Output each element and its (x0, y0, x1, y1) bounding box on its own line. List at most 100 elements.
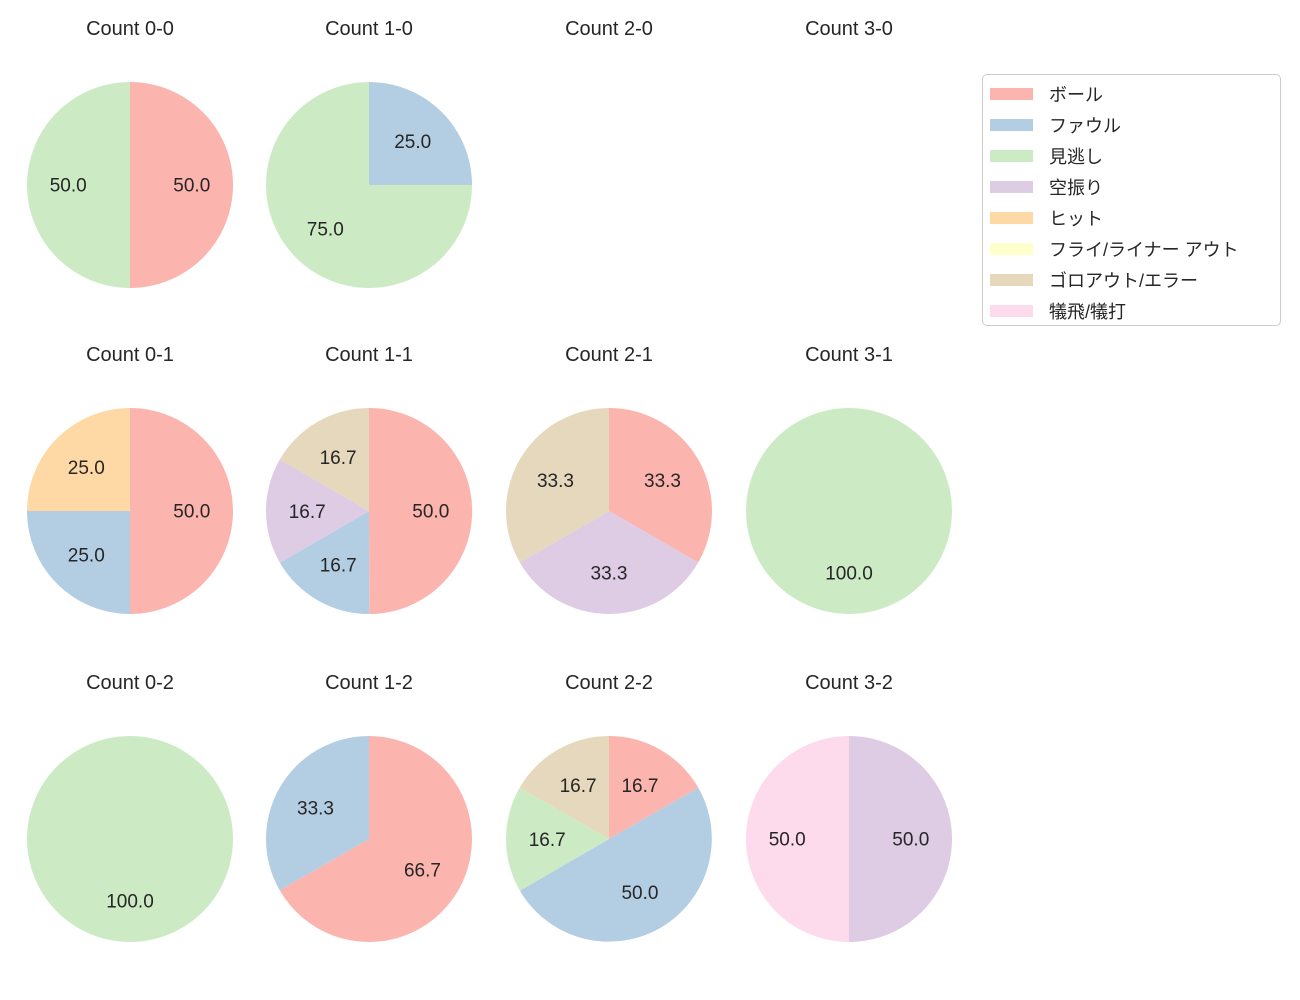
chart-title: Count 1-1 (325, 344, 413, 366)
percent-label: 16.7 (320, 555, 357, 576)
legend-item: ボール (983, 78, 1280, 109)
percent-label: 25.0 (394, 132, 431, 153)
pie-chart-count-3-0 (729, 65, 969, 305)
chart-cell-count-3-0: Count 3-0 (729, 10, 969, 310)
chart-title: Count 0-0 (86, 18, 174, 40)
pie-slice (506, 408, 609, 563)
percent-label: 50.0 (173, 502, 210, 523)
legend-item: フライ/ライナー アウト (983, 233, 1280, 264)
legend-label: ゴロアウト/エラー (1049, 270, 1199, 291)
pie-chart-count-2-2: 16.7 50.0 16.7 16.7 (506, 736, 712, 942)
pie-slice (266, 82, 472, 288)
legend-label: ボール (1049, 84, 1103, 105)
percent-label: 66.7 (404, 861, 441, 882)
legend-swatch-icon (990, 211, 1033, 224)
pie-chart-count-0-2: 100.0 (27, 736, 233, 942)
chart-cell-count-2-0: Count 2-0 (489, 10, 729, 310)
percent-label: 25.0 (68, 545, 105, 566)
legend-item: ゴロアウト/エラー (983, 264, 1280, 295)
percent-label: 50.0 (621, 883, 658, 904)
percent-label: 50.0 (892, 830, 929, 851)
percent-label: 33.3 (644, 471, 681, 492)
percent-label: 25.0 (68, 458, 105, 479)
pie-slice (27, 408, 130, 511)
pie-slice (519, 736, 609, 839)
pie-chart-count-1-1: 50.0 16.7 16.7 16.7 (266, 407, 473, 615)
pie-slice (506, 787, 609, 891)
pie-slice (369, 82, 472, 185)
percent-label: 16.7 (560, 776, 597, 797)
legend-swatch-icon (990, 304, 1033, 317)
chart-cell-count-0-0: Count 0-0 50.0 50.0 (10, 10, 250, 310)
pie-chart-count-3-1: 100.0 (746, 408, 952, 614)
chart-title: Count 3-0 (805, 18, 893, 40)
pie-slice (279, 408, 369, 511)
pie-slice (519, 511, 699, 614)
chart-title: Count 2-2 (565, 672, 653, 694)
pie-slice (746, 408, 952, 614)
legend-swatch-icon (990, 180, 1033, 193)
percent-label: 33.3 (537, 471, 574, 492)
legend-label: ヒット (1049, 208, 1103, 229)
chart-cell-count-0-1: Count 0-1 50.0 25.0 25.0 (10, 336, 250, 636)
legend-swatch-icon (990, 87, 1033, 100)
chart-cell-count-1-2: Count 1-2 66.7 33.3 (249, 664, 489, 964)
pie-chart-count-0-0: 50.0 50.0 (27, 82, 233, 288)
legend-swatch-icon (990, 273, 1033, 286)
percent-label: 50.0 (50, 176, 87, 197)
pie-chart-count-1-2: 66.7 33.3 (266, 736, 473, 942)
chart-cell-count-2-2: Count 2-2 16.7 50.0 16.7 16.7 (489, 664, 729, 964)
legend-item: ファウル (983, 109, 1280, 140)
pie-slice (519, 787, 712, 942)
chart-title: Count 1-0 (325, 18, 413, 40)
pie-slice (279, 511, 370, 615)
legend: ボールファウル見逃し空振りヒットフライ/ライナー アウト ゴロアウト/エラー 犠飛/… (982, 74, 1281, 326)
pie-slice (266, 736, 369, 891)
percent-label: 16.7 (529, 830, 566, 851)
pie-slice (279, 736, 473, 942)
pie-slice (266, 459, 369, 563)
pie-slice (849, 736, 952, 942)
legend-item: ヒット (983, 202, 1280, 233)
legend-label: ファウル (1049, 115, 1121, 136)
pie-chart-count-3-2: 50.0 50.0 (746, 736, 952, 942)
chart-cell-count-3-2: Count 3-2 50.0 50.0 (729, 664, 969, 964)
percent-label: 50.0 (769, 830, 806, 851)
pie-chart-count-2-1: 33.3 33.3 33.3 (506, 408, 712, 614)
legend-item: 犠飛/犠打 (983, 295, 1280, 326)
chart-cell-count-1-0: Count 1-0 25.0 75.0 (249, 10, 489, 310)
percent-label: 50.0 (412, 502, 449, 523)
legend-item: 見逃し (983, 140, 1280, 171)
percent-label: 33.3 (297, 799, 334, 820)
percent-label: 16.7 (320, 448, 357, 469)
chart-title: Count 0-1 (86, 344, 174, 366)
legend-swatch-icon (990, 118, 1033, 131)
chart-title: Count 2-0 (565, 18, 653, 40)
pie-slice (27, 82, 130, 288)
pie-slice (27, 736, 233, 942)
legend-label: 犠飛/犠打 (1049, 301, 1127, 322)
pie-slice (369, 407, 473, 614)
legend-label: 見逃し (1049, 146, 1103, 167)
legend-swatch-icon (990, 149, 1033, 162)
chart-cell-count-1-1: Count 1-1 50.0 16.7 16.7 16.7 (249, 336, 489, 636)
chart-cell-count-3-1: Count 3-1 100.0 (729, 336, 969, 636)
pie-chart-count-1-0: 25.0 75.0 (266, 82, 472, 288)
pie-chart-count-2-0 (489, 65, 729, 305)
legend-label: フライ/ライナー アウト (1049, 239, 1239, 260)
pie-slice (609, 408, 712, 563)
chart-cell-count-2-1: Count 2-1 33.3 33.3 33.3 (489, 336, 729, 636)
pie-slice (27, 511, 130, 614)
legend-swatch-icon (990, 242, 1033, 255)
chart-title: Count 1-2 (325, 672, 413, 694)
chart-title: Count 3-1 (805, 344, 893, 366)
pie-slice (130, 82, 233, 288)
pie-slice (746, 736, 849, 942)
percent-label: 75.0 (307, 219, 344, 240)
chart-cell-count-0-2: Count 0-2 100.0 (10, 664, 250, 964)
percent-label: 100.0 (106, 891, 154, 912)
legend-item: 空振り (983, 171, 1280, 202)
pie-slice (609, 736, 699, 839)
percent-label: 16.7 (289, 502, 326, 523)
